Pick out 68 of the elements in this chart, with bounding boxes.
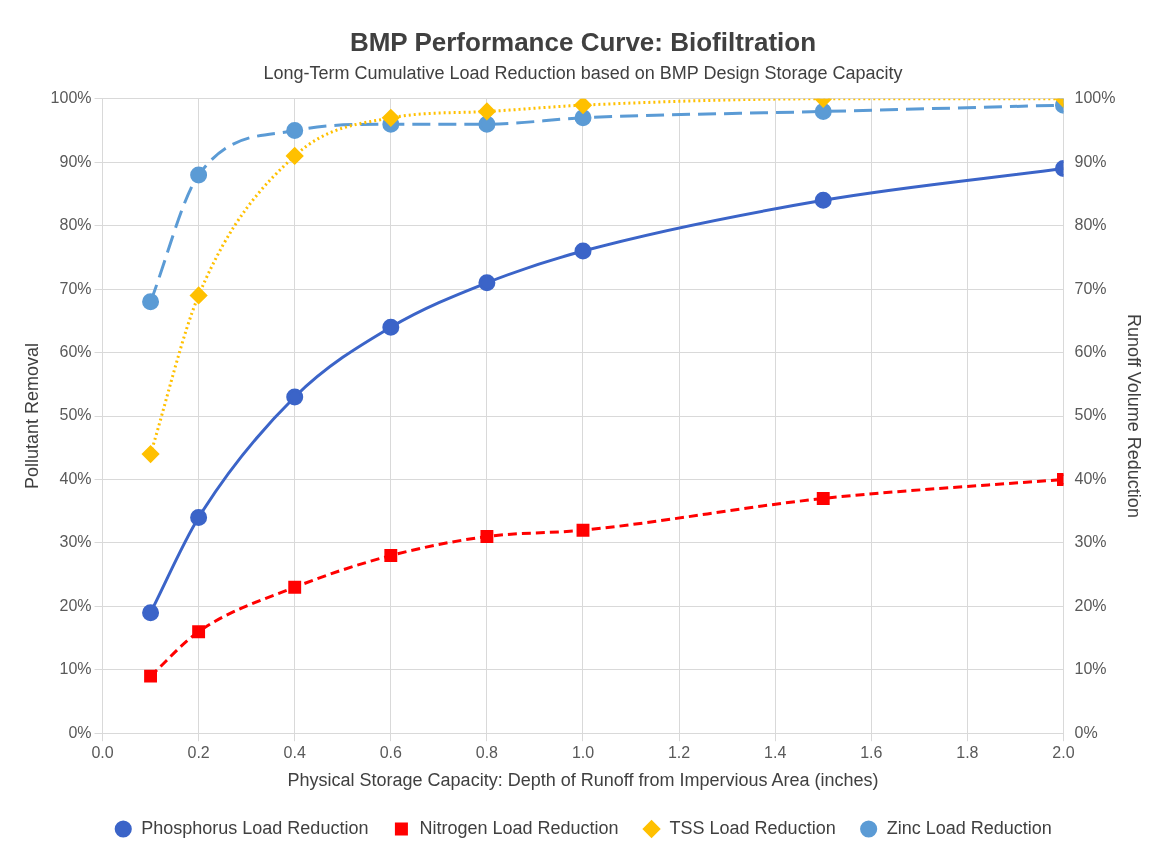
x-tick-label: 0.6 [379, 744, 403, 762]
point [190, 509, 208, 526]
point [286, 147, 304, 165]
point [382, 318, 400, 336]
y-tick-label: 30% [59, 533, 92, 551]
y2-tick-label: 70% [1074, 279, 1107, 297]
point [480, 530, 494, 543]
chart-title: BMP Performance Curve: Biofiltration [349, 26, 817, 57]
x-tick-label: 1.4 [764, 744, 787, 762]
y-tick-label: 70% [59, 279, 92, 297]
point [142, 445, 160, 463]
point [142, 293, 160, 311]
y2-tick-label: 60% [1074, 342, 1107, 360]
point [142, 604, 160, 622]
y-tick-label: 80% [59, 216, 92, 234]
y2-tick-label: 40% [1074, 469, 1107, 487]
x-tick-label: 0.2 [187, 744, 210, 762]
x-tick-label: 1.8 [956, 744, 979, 762]
x-tick-label: 2.0 [1052, 744, 1075, 762]
point [478, 115, 496, 133]
point [144, 669, 158, 683]
y2-tick-label: 0% [1074, 723, 1098, 741]
x-axis-title: Physical Storage Capacity: Depth of Runoff from Impervious Area (inches) [287, 770, 879, 791]
x-tick-label: 0.0 [91, 744, 114, 762]
point [814, 102, 832, 120]
y-tick-label: 0% [68, 723, 92, 741]
point [574, 242, 592, 260]
y-tick-label: 40% [59, 469, 92, 487]
chart-subtitle: Long-Term Cumulative Load Reduction based on BMP Design Storage Capacity [263, 62, 903, 83]
point [576, 523, 590, 537]
y2-tick-label: 80% [1074, 216, 1107, 234]
point [190, 286, 208, 304]
point [192, 625, 206, 639]
point [382, 109, 400, 127]
point [286, 122, 304, 140]
point [384, 549, 398, 563]
x-tick-label: 1.2 [667, 744, 691, 762]
point [478, 102, 496, 120]
point [574, 98, 592, 114]
y-tick-label: 60% [59, 342, 92, 360]
point [286, 388, 304, 406]
x-tick-label: 0.4 [283, 744, 306, 762]
point [288, 580, 302, 594]
point [190, 166, 208, 184]
y2-tick-label: 100% [1074, 89, 1116, 107]
y2-tick-label: 20% [1074, 596, 1107, 614]
y2-axis-title: Runoff Volume Reduction [1124, 314, 1145, 518]
y-tick-label: 50% [59, 406, 92, 424]
point [478, 274, 496, 292]
y2-tick-label: 10% [1074, 660, 1107, 678]
legend-label: Phosphorus Load Reduction [141, 817, 369, 838]
y2-tick-label: 50% [1074, 406, 1107, 424]
y-tick-label: 100% [50, 89, 92, 107]
x-tick-label: 1.6 [860, 744, 883, 762]
legend-label: Nitrogen Load Reduction [419, 817, 619, 838]
point [816, 492, 830, 505]
y-axis-title: Pollutant Removal [21, 342, 42, 490]
legend-label: Zinc Load Reduction [886, 817, 1052, 838]
legend-label: TSS Load Reduction [669, 817, 836, 838]
y2-tick-label: 30% [1074, 533, 1107, 551]
point [574, 109, 592, 127]
point [814, 191, 832, 209]
x-tick-label: 0.8 [475, 744, 499, 762]
y-tick-label: 10% [59, 660, 92, 678]
y-tick-label: 90% [59, 152, 92, 170]
y2-tick-label: 90% [1074, 152, 1107, 170]
x-tick-label: 1.0 [571, 744, 595, 762]
y-tick-label: 20% [59, 596, 92, 614]
